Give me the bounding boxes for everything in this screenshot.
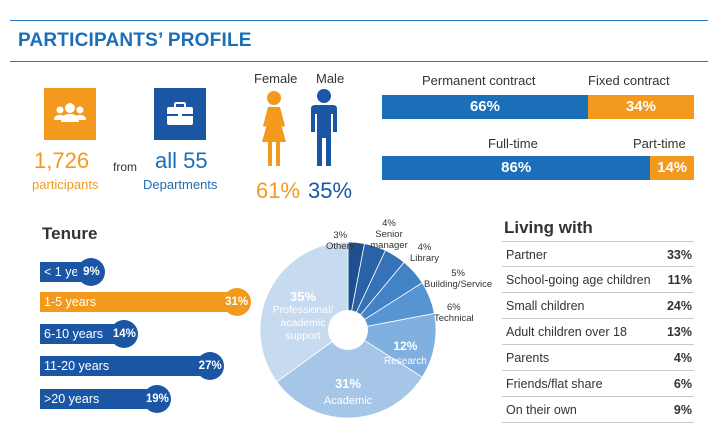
living-value: 9% (673, 403, 692, 417)
female-label: Female (254, 71, 298, 86)
male-pct: 35% (308, 178, 353, 203)
fulltime-label: Full-time (488, 136, 538, 151)
living-value: 13% (666, 325, 692, 339)
living-label: On their own (506, 403, 577, 417)
tenure-value: 14% (110, 320, 139, 348)
title-rule (10, 61, 708, 62)
fulltime-value: 86% (501, 159, 532, 176)
tenure-bar: >20 years 19% (40, 385, 172, 413)
living-label: Parents (506, 351, 550, 365)
living-label: Partner (506, 248, 547, 262)
senior-name: Senior manager (370, 229, 408, 251)
fixed-value: 34% (625, 98, 656, 115)
living-value: 33% (666, 248, 692, 262)
tenure-value: 27% (196, 352, 225, 380)
parttime-label: Part-time (633, 136, 686, 151)
pie-slice-research (346, 313, 437, 378)
parttime-bar: 14% (650, 156, 694, 180)
pie-slice-academic (276, 329, 423, 419)
living-value: 11% (667, 273, 692, 287)
living-value: 24% (666, 299, 692, 313)
research-name: Research (384, 356, 427, 367)
pie-slice-professional (259, 241, 349, 383)
academic-name: Academic (323, 395, 373, 407)
tenure-bar: 1-5 years 31% (40, 288, 251, 316)
academic-pct: 31% (334, 376, 362, 391)
permanent-bar: 66% (382, 95, 588, 119)
others-label: 3% Others (326, 230, 355, 252)
people-icon (44, 88, 96, 140)
role-pie-chart (259, 241, 437, 419)
tenure-value: 9% (77, 258, 106, 286)
tenure-bar: 6-10 years 14% (40, 320, 139, 348)
tenure-bar: 11-20 years 27% (40, 352, 225, 380)
fixed-label: Fixed contract (588, 73, 670, 88)
professional-name: Professional/ academic support (272, 304, 334, 342)
parttime-value: 14% (657, 159, 688, 176)
living-row: Parents 4% (502, 345, 694, 371)
living-value: 4% (673, 351, 692, 365)
living-row: School-going age children 11% (502, 267, 694, 293)
fixed-bar: 34% (587, 95, 694, 119)
others-pct: 3% (333, 230, 348, 241)
living-label: School-going age children (506, 273, 651, 287)
professional-pct: 35% (289, 289, 317, 304)
permanent-value: 66% (469, 98, 500, 115)
library-label: 4% Library (410, 242, 439, 264)
pie-center (328, 310, 368, 350)
tenure-bar: < 1 year 9% (40, 258, 106, 286)
technical-label: 6% Technical (434, 302, 474, 324)
professional-label: 35% Professional/ academic support (266, 289, 340, 343)
female-icon (256, 90, 292, 170)
tenure-label: 1-5 years (44, 295, 97, 309)
departments-count: all 55 (155, 148, 208, 173)
male-label: Male (316, 71, 345, 86)
male-icon (306, 88, 342, 170)
tenure-value: 31% (222, 288, 251, 316)
female-pct: 61% (256, 178, 301, 203)
living-title: Living with (504, 218, 593, 237)
participants-label: participants (32, 177, 99, 192)
tenure-label: 11-20 years (44, 359, 110, 373)
building-name: Building/Service (424, 279, 493, 290)
tenure-title: Tenure (42, 224, 98, 243)
living-label: Adult children over 18 (506, 325, 627, 339)
living-label: Small children (506, 299, 585, 313)
living-row: On their own 9% (502, 397, 694, 423)
building-pct: 5% (451, 268, 465, 279)
living-row: Small children 24% (502, 293, 694, 319)
living-row: Adult children over 18 13% (502, 319, 694, 345)
top-rule (10, 20, 708, 21)
academic-label: 31% Academic (318, 376, 378, 409)
living-label: Friends/flat share (506, 377, 603, 391)
tenure-label: >20 years (44, 392, 100, 406)
permanent-label: Permanent contract (422, 73, 536, 88)
others-name: Others (326, 241, 355, 252)
library-pct: 4% (417, 242, 432, 253)
senior-pct: 4% (382, 218, 396, 229)
participants-count: 1,726 (34, 148, 90, 173)
research-pct: 12% (393, 339, 418, 353)
departments-label: Departments (143, 177, 218, 192)
page-title: PARTICIPANTS’ PROFILE (18, 30, 252, 51)
from-label: from (113, 160, 137, 174)
living-row: Friends/flat share 6% (502, 371, 694, 397)
library-name: Library (410, 253, 440, 264)
briefcase-icon (154, 88, 206, 140)
tenure-value: 19% (143, 385, 172, 413)
technical-name: Technical (434, 313, 474, 324)
senior-label: 4% Senior manager (366, 218, 412, 251)
living-row: Partner 33% (502, 241, 694, 267)
tenure-label: 6-10 years (44, 327, 104, 341)
fulltime-bar: 86% (382, 156, 651, 180)
research-label: 12% Research (384, 339, 427, 369)
technical-pct: 6% (446, 302, 461, 313)
living-value: 6% (673, 377, 692, 391)
building-label: 5% Building/Service (424, 268, 492, 290)
